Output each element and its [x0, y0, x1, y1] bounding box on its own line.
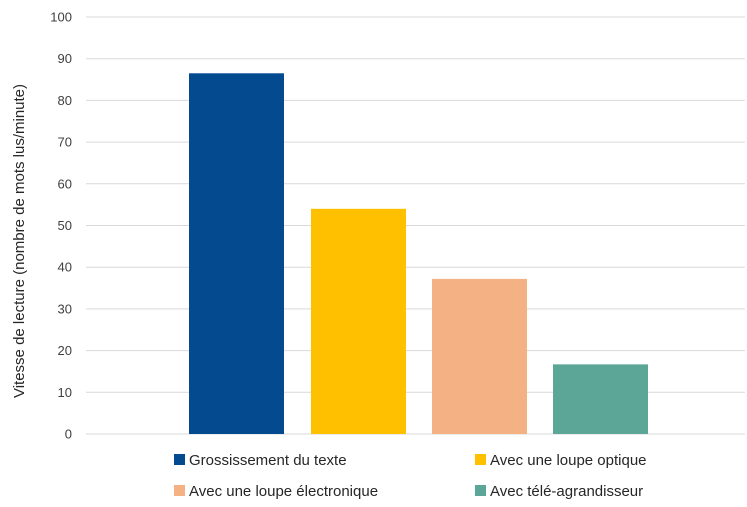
y-tick-label: 30 — [58, 301, 72, 316]
y-tick-label: 10 — [58, 385, 72, 400]
bar — [311, 208, 406, 434]
y-tick-label: 90 — [58, 51, 72, 66]
bar — [189, 73, 284, 435]
y-tick-label: 70 — [58, 135, 72, 150]
legend-label: Grossissement du texte — [189, 452, 347, 469]
bar — [432, 278, 527, 434]
y-tick-label: 100 — [50, 10, 72, 25]
legend: Grossissement du texte Avec une loupe opt… — [174, 452, 647, 500]
legend-swatch — [174, 485, 185, 496]
y-tick-label: 60 — [58, 176, 72, 191]
legend-label: Avec télé-agrandisseur — [490, 483, 643, 500]
y-tick-label: 0 — [65, 427, 72, 442]
legend-swatch — [174, 454, 185, 465]
y-tick-label: 20 — [58, 343, 72, 358]
bars — [189, 73, 648, 435]
legend-label: Avec une loupe électronique — [189, 483, 378, 500]
y-tick-label: 40 — [58, 260, 72, 275]
y-axis-label: Vitesse de lecture (nombre de mots lus/m… — [11, 84, 28, 398]
y-axis-ticks: 0 10 20 30 40 50 60 70 80 90 100 — [50, 10, 72, 442]
y-tick-label: 80 — [58, 93, 72, 108]
legend-label: Avec une loupe optique — [490, 452, 647, 469]
bar — [553, 364, 648, 434]
legend-swatch — [475, 485, 486, 496]
legend-swatch — [475, 454, 486, 465]
y-tick-label: 50 — [58, 218, 72, 233]
